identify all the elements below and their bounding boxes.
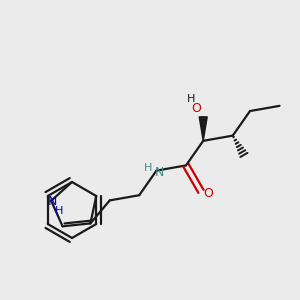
Text: N: N (155, 166, 164, 179)
Text: H: H (144, 163, 153, 172)
Text: H: H (187, 94, 195, 104)
Text: H: H (55, 206, 63, 216)
Text: O: O (203, 187, 213, 200)
Text: N: N (47, 195, 57, 208)
Text: O: O (191, 102, 201, 115)
Polygon shape (199, 117, 207, 141)
